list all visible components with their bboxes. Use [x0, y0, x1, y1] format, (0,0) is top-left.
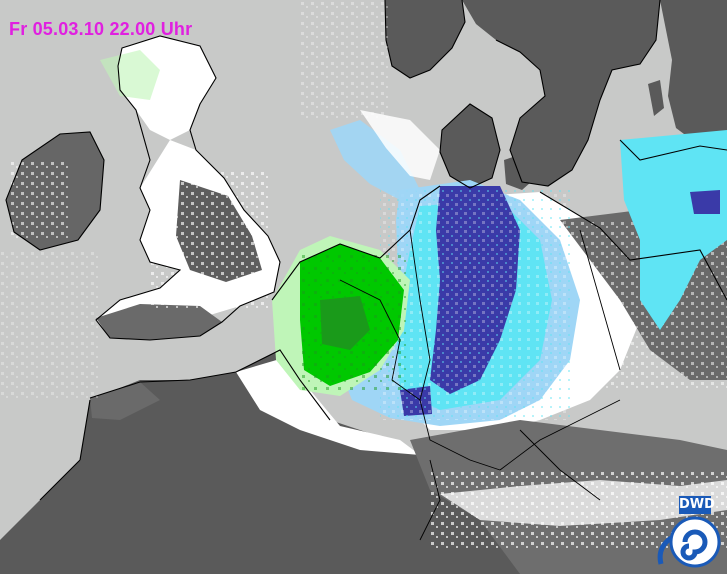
finland-land — [660, 0, 727, 150]
sea-speckle-north — [300, 0, 390, 120]
precip-green-speckle — [300, 250, 410, 390]
sea-speckle-west — [0, 250, 100, 400]
england-snow — [150, 170, 270, 310]
dwd-logo-text: DWD — [679, 497, 715, 512]
precip-east-band — [620, 130, 727, 330]
coastlines — [5, 0, 727, 501]
sweden-land — [462, 0, 660, 186]
dwd-logo-icon: DWD — [655, 494, 723, 568]
norway-land — [385, 0, 465, 78]
france-north-snow — [236, 356, 420, 455]
precip-blue-speckle — [380, 190, 570, 420]
alps-white-ridges — [440, 480, 727, 526]
brittany-land — [90, 382, 160, 420]
scotland-snow-fringe — [100, 50, 160, 100]
precip-east-dark — [690, 190, 720, 214]
denmark-land — [440, 104, 500, 188]
precip-northsea-arc — [330, 120, 420, 200]
precip-northsea-white — [360, 110, 440, 180]
danish-islands — [504, 152, 540, 190]
borders — [339, 229, 621, 541]
gotland-island — [648, 80, 664, 116]
cornwall-land — [96, 304, 222, 340]
ireland-snow — [10, 160, 70, 240]
timestamp-label: Fr 05.03.10 22.00 Uhr — [9, 19, 193, 39]
